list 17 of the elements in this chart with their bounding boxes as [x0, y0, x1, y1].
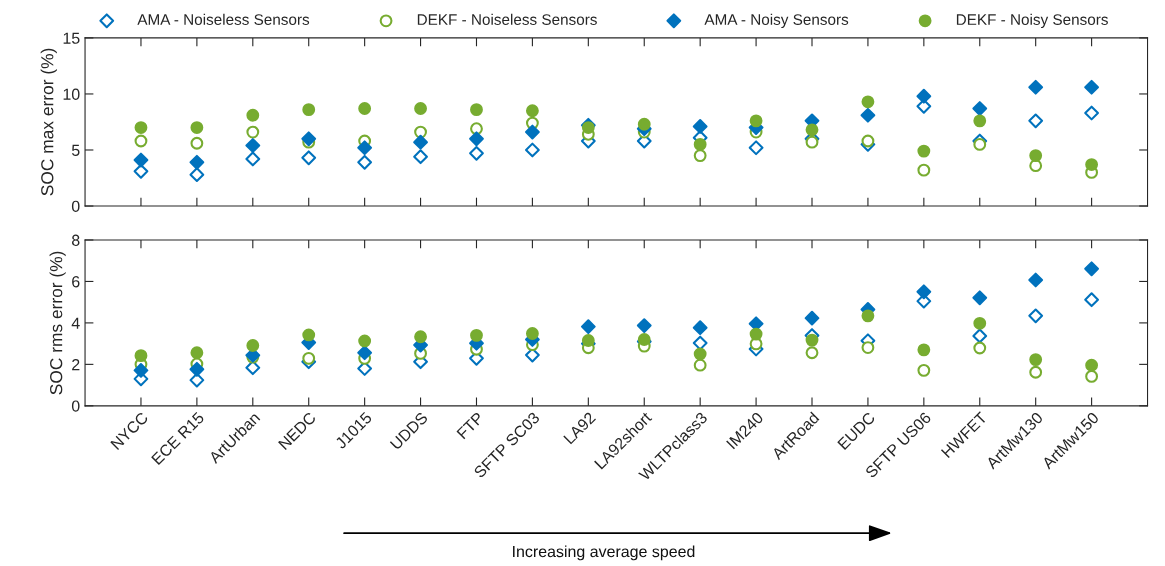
y-tick-label: 8 [72, 234, 80, 246]
legend-label: DEKF - Noisy Sensors [956, 13, 1108, 28]
y-tick-label: 15 [63, 32, 80, 44]
y-tick-label: 2 [72, 359, 80, 371]
y-axis-title: SOC max error (%) [40, 48, 57, 196]
legend-label: DEKF - Noiseless Sensors [417, 13, 597, 25]
y-tick-label: 0 [71, 400, 80, 412]
y-tick-label: 4 [71, 317, 80, 329]
y-tick-label: 10 [63, 88, 80, 100]
y-tick-label: 0 [71, 200, 80, 212]
y-tick-label: 6 [72, 276, 80, 288]
legend-label: AMA - Noiseless Sensors [137, 13, 310, 25]
text: Increasing average speed [513, 545, 695, 561]
x-tick-label: FTP [456, 411, 485, 440]
y-tick-label: 5 [71, 144, 80, 156]
y-axis-title: SOC rms error (%) [49, 251, 66, 395]
legend-label: AMA - Noisy Sensors [704, 13, 849, 28]
